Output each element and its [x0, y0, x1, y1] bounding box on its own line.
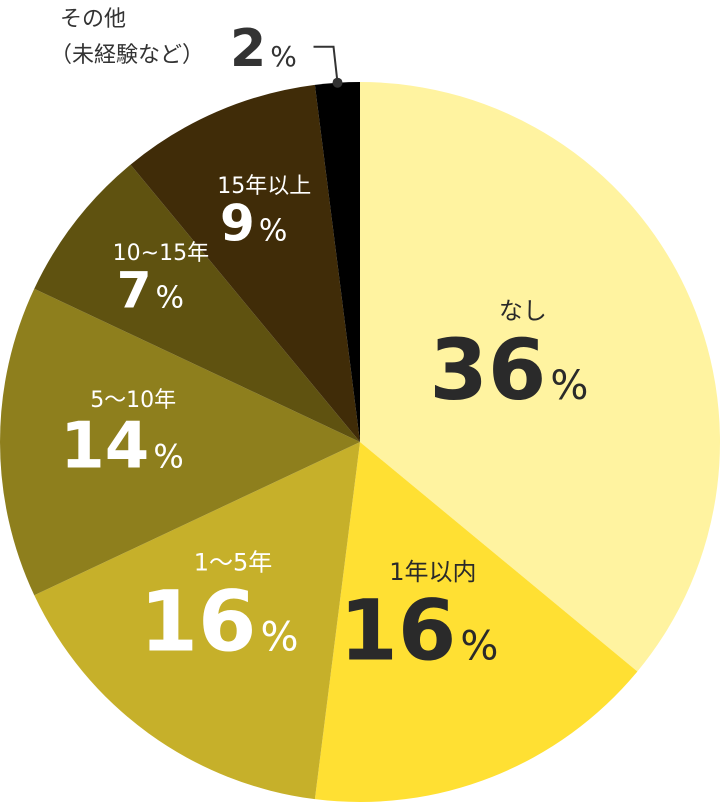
pie-slice: [34, 164, 360, 442]
slice-label: 5〜10年: [90, 388, 176, 413]
pie-slice: [34, 442, 360, 800]
slice-label-sub: （未経験など）: [50, 43, 204, 68]
slice-label: 15年以上: [217, 174, 311, 199]
pie-slice: [314, 82, 360, 442]
slice-value: 16%: [339, 582, 498, 680]
slice-value: 36%: [429, 321, 588, 419]
slice-label: その他: [60, 7, 126, 32]
leader-line-group: [313, 45, 343, 88]
slice-label: なし: [499, 297, 547, 325]
slice-label: 10~15年: [113, 241, 209, 266]
slice-value: 2%: [230, 19, 297, 79]
slice-label: 1〜5年: [194, 549, 273, 577]
slice-value: 16%: [140, 572, 299, 670]
pie-slice: [130, 84, 360, 442]
slice-label: 1年以内: [389, 558, 476, 586]
pie-slice: [314, 442, 638, 803]
slice-value: 14%: [60, 410, 183, 484]
pie-slice: [360, 82, 720, 672]
slice-value: 7%: [117, 262, 184, 320]
pie-slice: [0, 288, 361, 596]
leader-line: [313, 45, 339, 83]
pie-slices: [0, 82, 720, 803]
slice-value: 9%: [220, 195, 287, 253]
